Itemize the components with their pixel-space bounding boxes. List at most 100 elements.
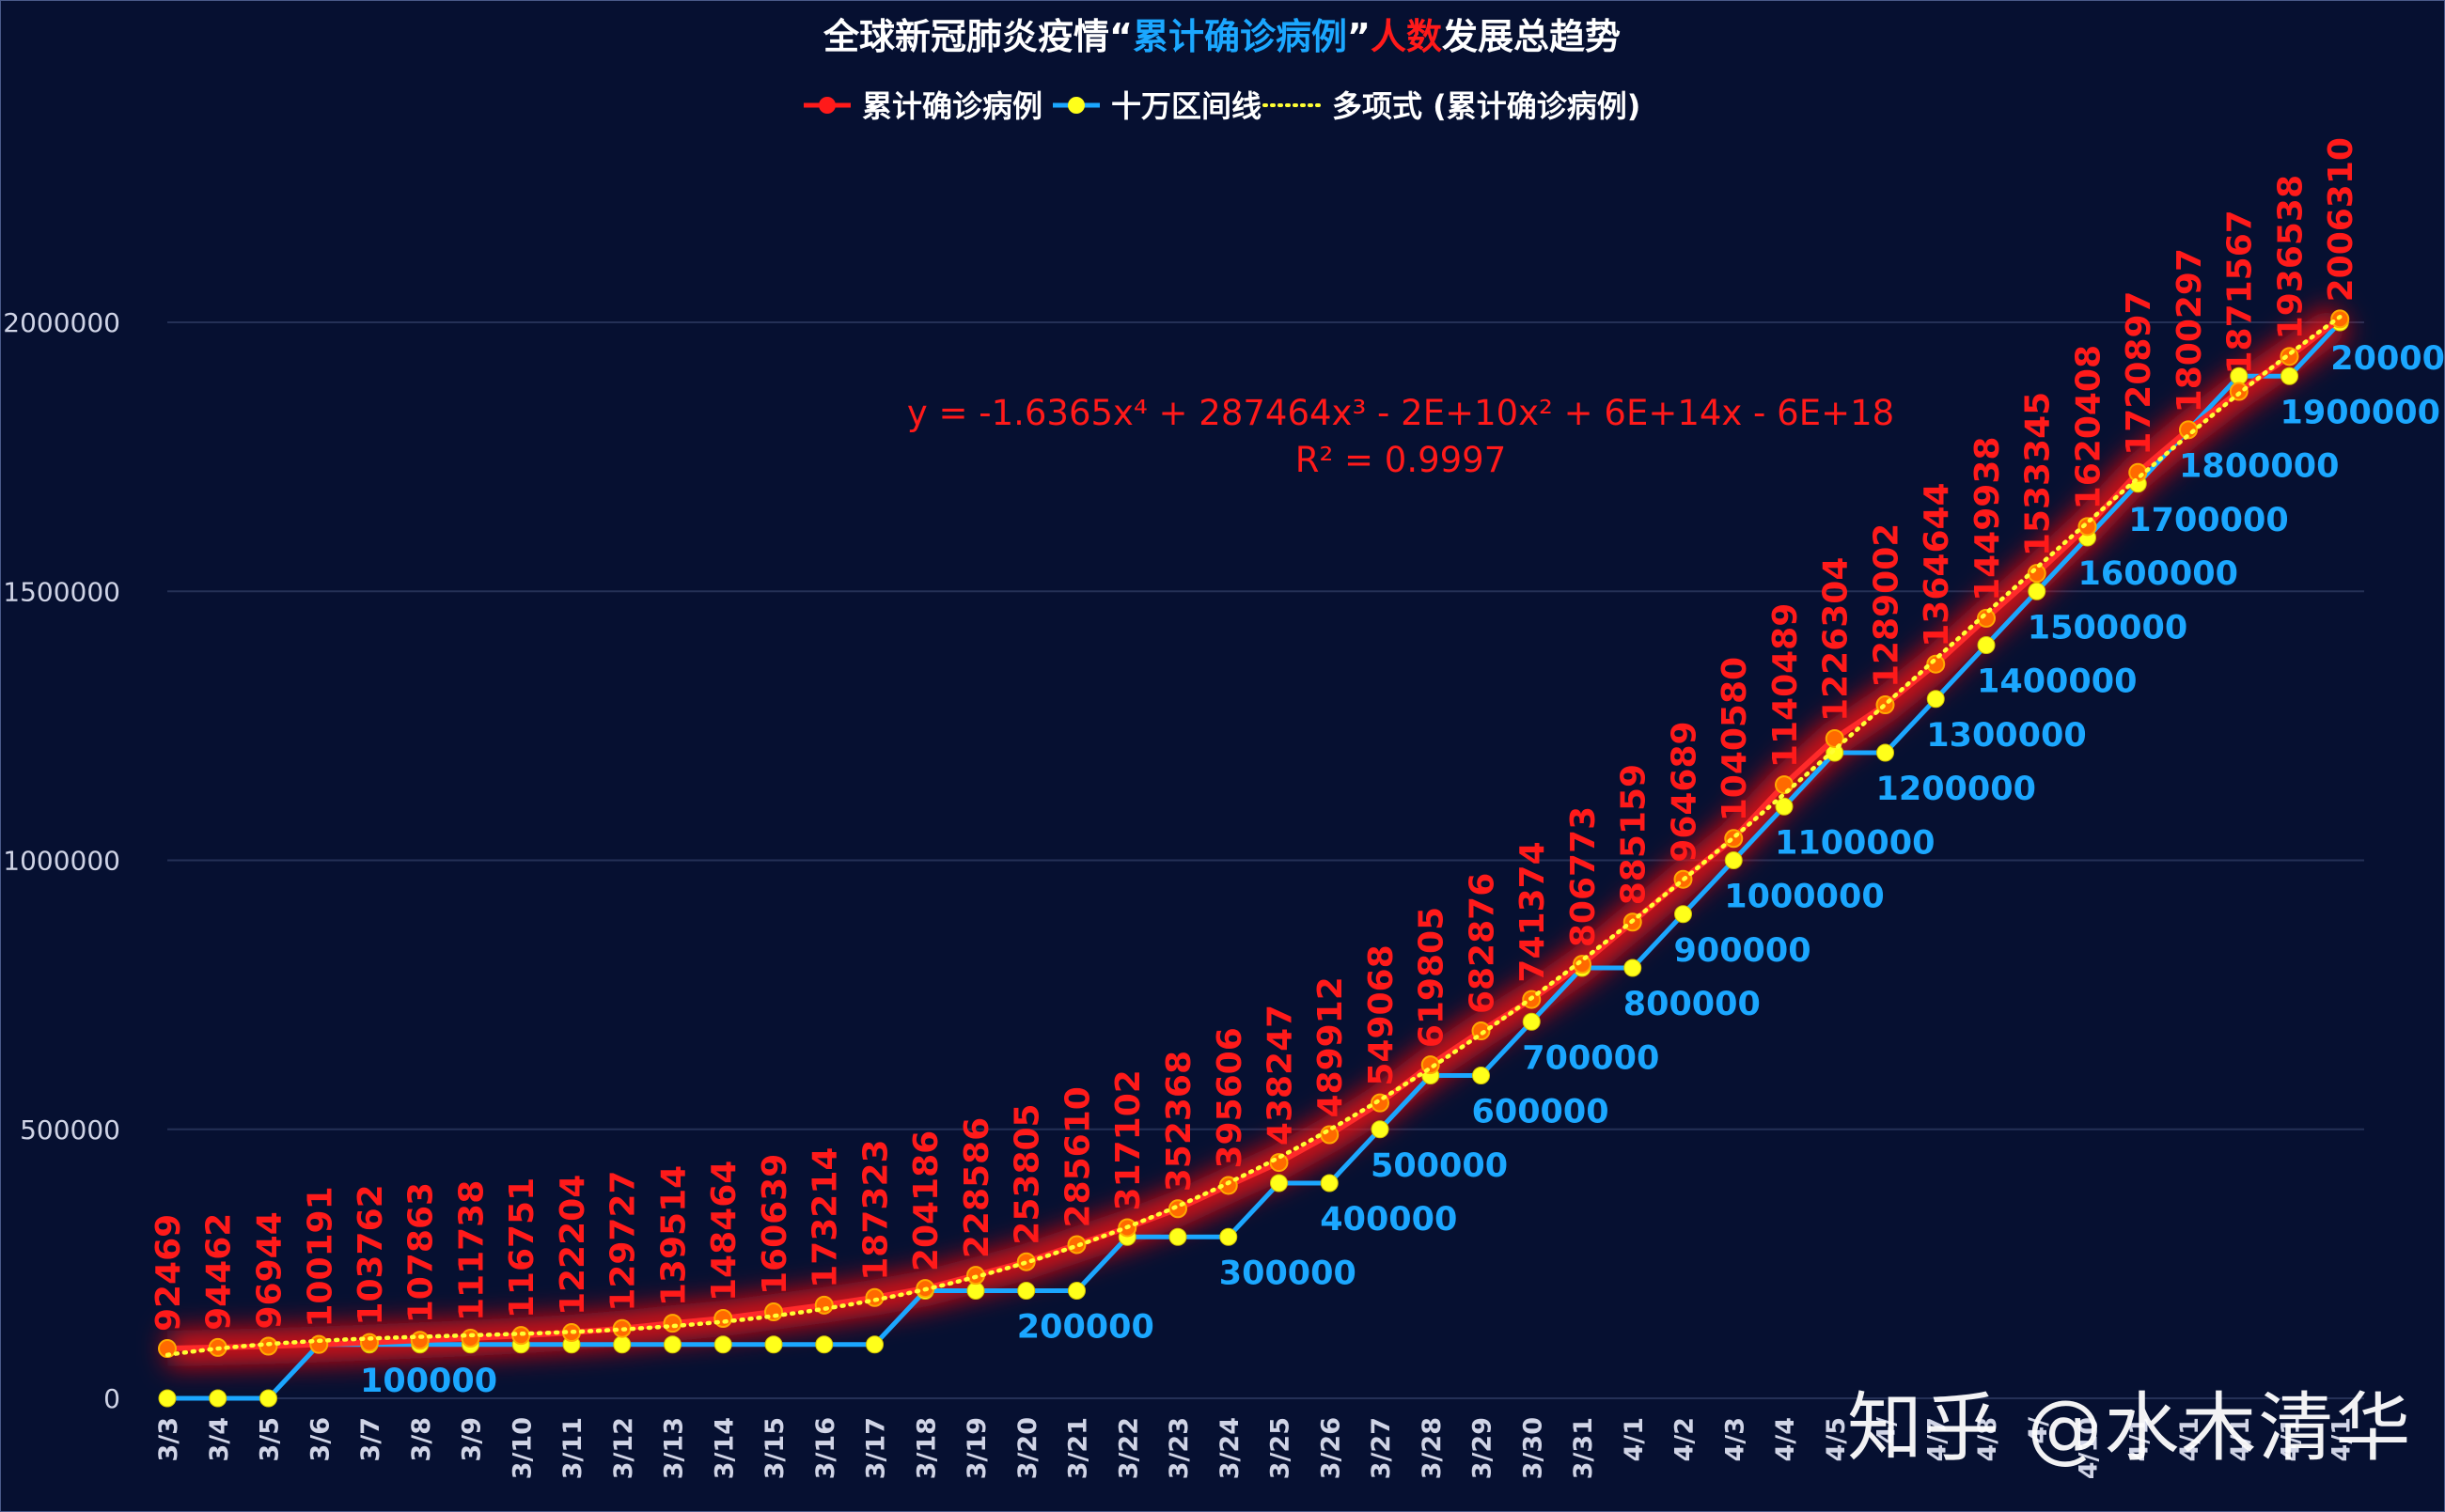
interval-value-label: 1100000 <box>1775 824 1935 862</box>
cases-value-label: 92469 <box>149 1214 188 1332</box>
cases-point <box>1320 1125 1340 1145</box>
interval-value-label: 1800000 <box>2179 448 2339 486</box>
cases-point <box>2027 564 2046 584</box>
x-tick-label: 4/8 <box>1973 1417 2002 1461</box>
interval-point <box>1926 690 1945 709</box>
interval-value-label: 1400000 <box>1977 663 2137 701</box>
title-part-0: 全球新冠肺炎疫情“ <box>823 16 1133 57</box>
cases-point <box>309 1334 329 1354</box>
cases-value-label: 103762 <box>352 1184 390 1325</box>
title-part-4: 发展总趋势 <box>1442 16 1621 57</box>
cases-value-label: 1226304 <box>1817 557 1856 722</box>
x-tick-label: 3/12 <box>609 1417 638 1479</box>
trendline-equation: y = -1.6365x⁴ + 287464x³ - 2E+10x² + 6E+… <box>907 393 1894 433</box>
interval-value-label: 1500000 <box>2028 609 2187 647</box>
cases-point <box>1977 608 1996 628</box>
interval-value-label: 2000000 <box>2330 340 2445 378</box>
interval-point <box>1168 1227 1187 1246</box>
interval-point <box>259 1389 277 1408</box>
cases-value-label: 806773 <box>1564 806 1603 947</box>
cases-point <box>865 1287 885 1307</box>
x-tick-label: 4/1 <box>2327 1417 2356 1461</box>
x-tick-label: 3/21 <box>1064 1417 1093 1479</box>
interval-value-label: 1200000 <box>1876 771 2036 808</box>
interval-point <box>1068 1282 1086 1300</box>
cases-value-label: 96944 <box>251 1211 290 1329</box>
cases-value-label: 1140489 <box>1766 603 1805 768</box>
interval-point <box>1472 1067 1490 1084</box>
y-tick-label-1: 500000 <box>20 1115 120 1146</box>
interval-point <box>1371 1120 1389 1139</box>
x-tick-label: 3/30 <box>1518 1417 1547 1479</box>
cases-point <box>461 1329 480 1348</box>
interval-point <box>1623 959 1642 977</box>
cases-point <box>360 1333 379 1352</box>
cases-value-label: 107863 <box>402 1182 441 1323</box>
title-part-2: ” <box>1347 16 1371 57</box>
x-tick-label: 3/20 <box>1013 1417 1042 1479</box>
interval-point <box>2028 582 2046 600</box>
cases-value-label: 139514 <box>655 1165 694 1306</box>
interval-value-label: 300000 <box>1219 1255 1356 1292</box>
x-tick-label: 4/2 <box>1670 1417 1700 1461</box>
interval-point <box>1320 1174 1339 1192</box>
chart-title: 全球新冠肺炎疫情“累计确诊病例”人数发展总趋势 <box>823 16 1621 57</box>
y-axis: 0 500000 1000000 1500000 2000000 <box>3 307 120 1414</box>
interval-point <box>966 1282 985 1300</box>
legend-swatch-marker-1 <box>1068 97 1085 114</box>
x-tick-label: 3/23 <box>1165 1417 1194 1479</box>
x-tick-label: 3/18 <box>912 1417 941 1479</box>
interval-point <box>209 1389 227 1408</box>
legend-label-0: 累计确诊病例 <box>862 88 1042 124</box>
cases-point <box>2128 462 2148 482</box>
legend-swatch-marker-0 <box>819 97 836 114</box>
x-tick-label: 3/8 <box>407 1417 436 1461</box>
x-tick-label: 4/1 <box>2226 1417 2255 1461</box>
y-tick-label-2: 1000000 <box>3 846 120 877</box>
title-part-1: 累计确诊病例 <box>1133 16 1347 57</box>
cases-point <box>663 1314 682 1333</box>
x-tick-label: 4/1 <box>1620 1417 1649 1461</box>
cases-value-label: 204186 <box>907 1130 946 1271</box>
polynomial-trendline <box>165 314 2343 1358</box>
x-tick-label: 3/25 <box>1266 1417 1295 1479</box>
cases-value-label: 285610 <box>1059 1086 1098 1227</box>
interval-value-label: 400000 <box>1320 1201 1457 1239</box>
interval-point <box>664 1335 682 1354</box>
cases-point <box>1573 955 1591 974</box>
interval-value-label: 900000 <box>1674 932 1811 970</box>
x-tick-label: 3/3 <box>154 1417 183 1461</box>
cases-value-label: 228586 <box>958 1117 996 1258</box>
cases-value-label: 619805 <box>1413 907 1451 1048</box>
cases-value-label: 1620408 <box>2070 345 2108 509</box>
x-tick-label: 4/ <box>1873 1417 1902 1444</box>
x-tick-label: 3/13 <box>660 1417 689 1479</box>
cases-value-label: 317102 <box>1109 1069 1148 1210</box>
interval-point <box>764 1335 783 1354</box>
cases-data-labels: 92469 94462 96944 100191 103762 107863 111738 1… <box>149 137 2360 1332</box>
interval-value-label: 1600000 <box>2078 555 2238 593</box>
x-tick-label: 4/1 <box>2124 1417 2154 1461</box>
cases-value-label: 1040580 <box>1716 657 1754 821</box>
cases-value-label: 1720897 <box>2120 290 2158 455</box>
cases-value-label: 741374 <box>1513 841 1552 982</box>
cases-value-label: 489912 <box>1311 976 1350 1117</box>
chart-legend: 累计确诊病例 十万区间线 多项式 (累计确诊病例) <box>804 88 1640 124</box>
interval-value-label: 600000 <box>1472 1094 1609 1131</box>
interval-value-label: 800000 <box>1623 986 1761 1023</box>
interval-point <box>613 1335 632 1354</box>
interval-point <box>1270 1174 1288 1192</box>
interval-point <box>1724 851 1743 869</box>
x-tick-label: 3/31 <box>1569 1417 1598 1479</box>
x-tick-label: 3/26 <box>1316 1417 1345 1479</box>
cases-value-label: 1936538 <box>2272 175 2311 339</box>
interval-point <box>1219 1227 1238 1246</box>
cases-line <box>166 316 2343 1352</box>
cases-value-label: 682876 <box>1464 873 1502 1014</box>
interval-point <box>1017 1282 1036 1300</box>
series-100k-interval <box>158 313 2349 1408</box>
cases-value-label: 173214 <box>807 1147 845 1288</box>
x-tick-label: 3/29 <box>1468 1417 1497 1479</box>
cases-value-label: 2006310 <box>2322 137 2360 302</box>
